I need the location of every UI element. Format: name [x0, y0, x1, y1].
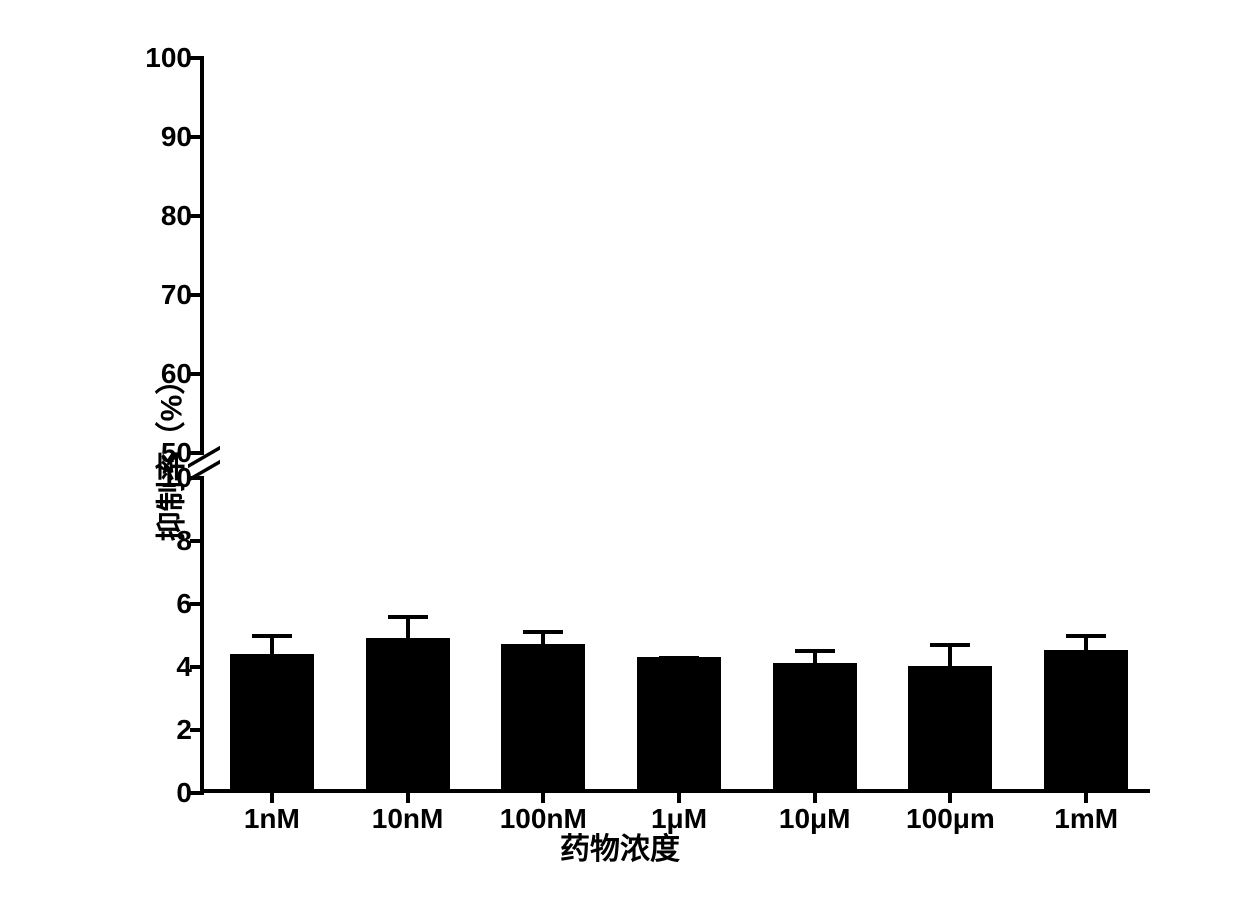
- y-tick: [190, 214, 204, 218]
- x-tick-label: 100μm: [906, 803, 995, 835]
- x-tick-label: 10μM: [779, 803, 851, 835]
- x-tick: [406, 789, 410, 803]
- chart-container: 抑制率（%） 药物浓度 506070809010002468101nM10nM1…: [70, 38, 1170, 868]
- y-tick: [190, 56, 204, 60]
- bar: [501, 644, 585, 789]
- y-tick-label: 100: [132, 42, 192, 74]
- y-tick-label: 90: [132, 121, 192, 153]
- y-tick: [190, 451, 204, 455]
- y-tick: [190, 476, 204, 480]
- error-bar: [1084, 636, 1088, 655]
- error-cap: [659, 656, 699, 660]
- y-tick-label: 2: [132, 714, 192, 746]
- error-cap: [252, 634, 292, 638]
- x-tick: [270, 789, 274, 803]
- x-tick: [541, 789, 545, 803]
- bar: [773, 663, 857, 789]
- error-cap: [523, 630, 563, 634]
- y-tick-label: 6: [132, 588, 192, 620]
- bar: [637, 657, 721, 789]
- x-tick: [813, 789, 817, 803]
- error-cap: [795, 649, 835, 653]
- error-bar: [406, 617, 410, 642]
- y-tick: [190, 539, 204, 543]
- y-tick-label: 60: [132, 358, 192, 390]
- y-tick: [190, 602, 204, 606]
- y-tick: [190, 791, 204, 795]
- plot-area: 506070809010002468101nM10nM100nM1μM10μM1…: [200, 58, 1150, 793]
- x-tick: [948, 789, 952, 803]
- y-tick-label: 0: [132, 777, 192, 809]
- y-tick: [190, 293, 204, 297]
- bar: [1044, 650, 1128, 789]
- error-bar: [541, 632, 545, 648]
- bar: [366, 638, 450, 789]
- error-cap: [1066, 634, 1106, 638]
- x-tick-label: 1μM: [651, 803, 707, 835]
- x-tick-label: 1mM: [1054, 803, 1118, 835]
- y-tick-label: 10: [132, 462, 192, 494]
- error-bar: [813, 651, 817, 667]
- y-tick: [190, 135, 204, 139]
- x-tick: [1084, 789, 1088, 803]
- y-tick-label: 4: [132, 651, 192, 683]
- x-tick: [677, 789, 681, 803]
- error-bar: [948, 645, 952, 670]
- y-tick-label: 80: [132, 200, 192, 232]
- y-tick-label: 8: [132, 525, 192, 557]
- bar: [908, 666, 992, 789]
- x-tick-label: 100nM: [500, 803, 587, 835]
- x-tick-label: 1nM: [244, 803, 300, 835]
- y-tick: [190, 728, 204, 732]
- error-cap: [930, 643, 970, 647]
- axis-break: [192, 453, 216, 478]
- error-bar: [270, 636, 274, 658]
- y-tick-label: 70: [132, 279, 192, 311]
- y-tick: [190, 372, 204, 376]
- y-tick: [190, 665, 204, 669]
- error-cap: [388, 615, 428, 619]
- bar: [230, 654, 314, 789]
- x-tick-label: 10nM: [372, 803, 444, 835]
